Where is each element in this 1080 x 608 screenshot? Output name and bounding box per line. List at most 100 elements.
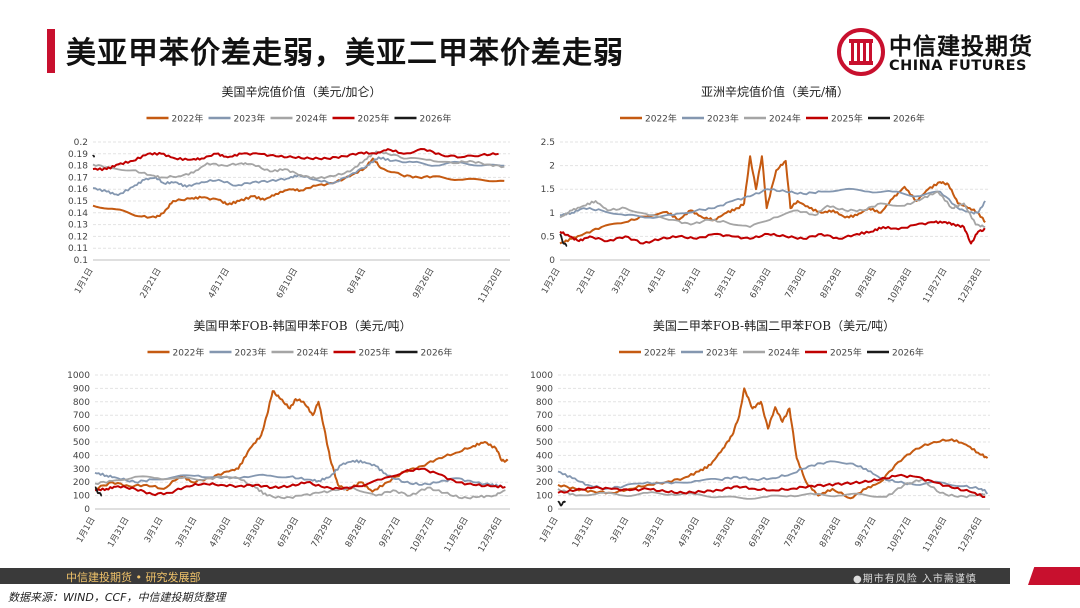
y-tick-label: 0.12 [68,232,88,242]
y-tick-label: 600 [536,425,553,435]
logo-cn-text: 中信建投期货 [889,34,1033,60]
x-tick-label: 8月28日 [344,516,369,550]
y-tick-label: 800 [73,398,90,408]
series-line-2026 [92,154,95,158]
x-tick-label: 9月27日 [853,516,878,550]
logo-emblem-icon [837,28,885,76]
series-line-2023 [92,156,505,196]
y-tick-label: 0.15 [68,197,88,207]
series-line-2022 [94,390,509,493]
chart-toluene-spread: 美国甲苯FOB-韩国甲苯FOB（美元/吨） 2022年 2023年 2024年 2025… [55,316,525,554]
y-tick-label: 1000 [530,371,553,381]
y-tick-label: 0 [549,256,555,266]
x-tick-label: 3月2日 [610,267,633,296]
x-tick-label: 9月26日 [411,267,436,301]
y-tick-label: 300 [73,465,90,475]
chart-title: 亚洲辛烷值价值（美元/桶） [701,84,849,99]
legend-label: 2022年 [172,113,204,125]
series-line-2024 [92,150,505,180]
x-tick-label: 11月27日 [921,267,949,305]
y-tick-label: 700 [536,411,553,421]
x-tick-label: 3月1日 [143,516,166,545]
series-line-2025 [559,220,986,245]
x-tick-label: 11月26日 [443,516,471,554]
chart-svg: 美国甲苯FOB-韩国甲苯FOB（美元/吨） 2022年 2023年 2024年 2025… [67,318,510,554]
y-tick-label: 700 [73,411,90,421]
footer-bar [0,568,1010,584]
y-tick-label: 1 [549,209,555,219]
series-line-2026 [559,233,568,247]
chart-svg: 亚洲辛烷值价值（美元/桶） 2022年 2023年 2024年 2025年 2026年 0 0… [540,84,990,305]
y-tick-label: 2.5 [541,138,555,148]
y-tick-label: 1.5 [541,185,555,195]
y-tick-label: 100 [73,492,90,502]
logo-en-text: CHINA FUTURES [889,58,1027,74]
series-line-2024 [94,475,506,500]
chart-us-octane: 美国辛烷值价值（美元/加仑） 2022年 2023年 2024年 2025年 2026年 0… [55,82,525,314]
y-tick-label: 0 [84,505,90,515]
y-tick-label: 0.5 [541,232,555,242]
y-tick-label: 900 [536,384,553,394]
page-title: 美亚甲苯价差走弱，美亚二甲苯价差走弱 [66,36,624,71]
y-tick-label: 500 [73,438,90,448]
y-tick-label: 0.16 [68,185,88,195]
chart-svg: 美国二甲苯FOB-韩国二甲苯FOB（美元/吨） 2022年 2023年 2024年 20… [530,318,990,554]
x-tick-label: 6月29日 [276,516,301,550]
x-tick-label: 12月28日 [957,267,985,305]
y-tick-label: 0.1 [74,256,88,266]
x-tick-label: 1月1日 [538,516,561,545]
legend-label: 2026年 [420,113,452,125]
x-tick-label: 4月1日 [646,267,669,296]
series-line-2025 [557,473,986,498]
x-tick-label: 6月10日 [275,267,300,301]
legend-label: 2023年 [706,347,738,359]
legend-label: 2026年 [421,347,453,359]
y-tick-label: 800 [536,398,553,408]
series-line-2022 [92,157,505,219]
y-tick-label: 200 [536,478,553,488]
footer-department: 中信建投期货 • 研究发展部 [66,571,201,584]
legend-label: 2022年 [173,347,205,359]
x-tick-label: 4月17日 [207,267,232,301]
title-accent-bar [47,29,55,73]
legend-label: 2025年 [830,347,862,359]
x-tick-label: 9月27日 [378,516,403,550]
y-tick-label: 0.2 [74,138,88,148]
x-tick-label: 5月30日 [242,516,267,550]
x-tick-label: 11月20日 [477,267,505,305]
y-tick-label: 100 [536,492,553,502]
x-tick-label: 4月30日 [208,516,233,550]
x-tick-label: 7月30日 [783,267,808,301]
series-line-2025 [94,467,506,497]
x-tick-label: 1月31日 [571,516,596,550]
legend-label: 2024年 [296,113,328,125]
legend-label: 2025年 [359,347,391,359]
x-tick-label: 10月27日 [886,516,914,554]
x-tick-label: 3月31日 [174,516,199,550]
y-tick-label: 0 [547,505,553,515]
series-line-2024 [559,190,986,228]
y-tick-label: 0.13 [68,221,88,231]
legend-label: 2023年 [234,113,266,125]
x-tick-label: 10月27日 [409,516,437,554]
x-tick-label: 1月2日 [540,267,563,296]
y-tick-label: 500 [536,438,553,448]
y-tick-label: 0.17 [68,173,88,183]
chart-title: 美国辛烷值价值（美元/加仑） [221,84,381,99]
x-tick-label: 8月4日 [346,267,369,296]
y-tick-label: 900 [73,384,90,394]
series-line-2025 [92,148,499,172]
x-tick-label: 6月29日 [747,516,772,550]
x-tick-label: 7月29日 [310,516,335,550]
chart-asia-octane: 亚洲辛烷值价值（美元/桶） 2022年 2023年 2024年 2025年 2026年 0 0… [528,82,998,314]
series-line-2026 [557,500,566,507]
legend-label: 2025年 [831,113,863,125]
legend-label: 2025年 [358,113,390,125]
series-line-2022 [559,155,986,245]
x-tick-label: 8月28日 [818,516,843,550]
x-tick-label: 12月26日 [477,516,505,554]
footer-red-tab [1028,567,1080,585]
chart-title: 美国甲苯FOB-韩国甲苯FOB（美元/吨） [193,318,411,333]
chart-xylene-spread: 美国二甲苯FOB-韩国二甲苯FOB（美元/吨） 2022年 2023年 2024年 20… [528,316,998,554]
footer-risk-warning: ●期市有风险 入市需谨慎 [853,574,977,585]
